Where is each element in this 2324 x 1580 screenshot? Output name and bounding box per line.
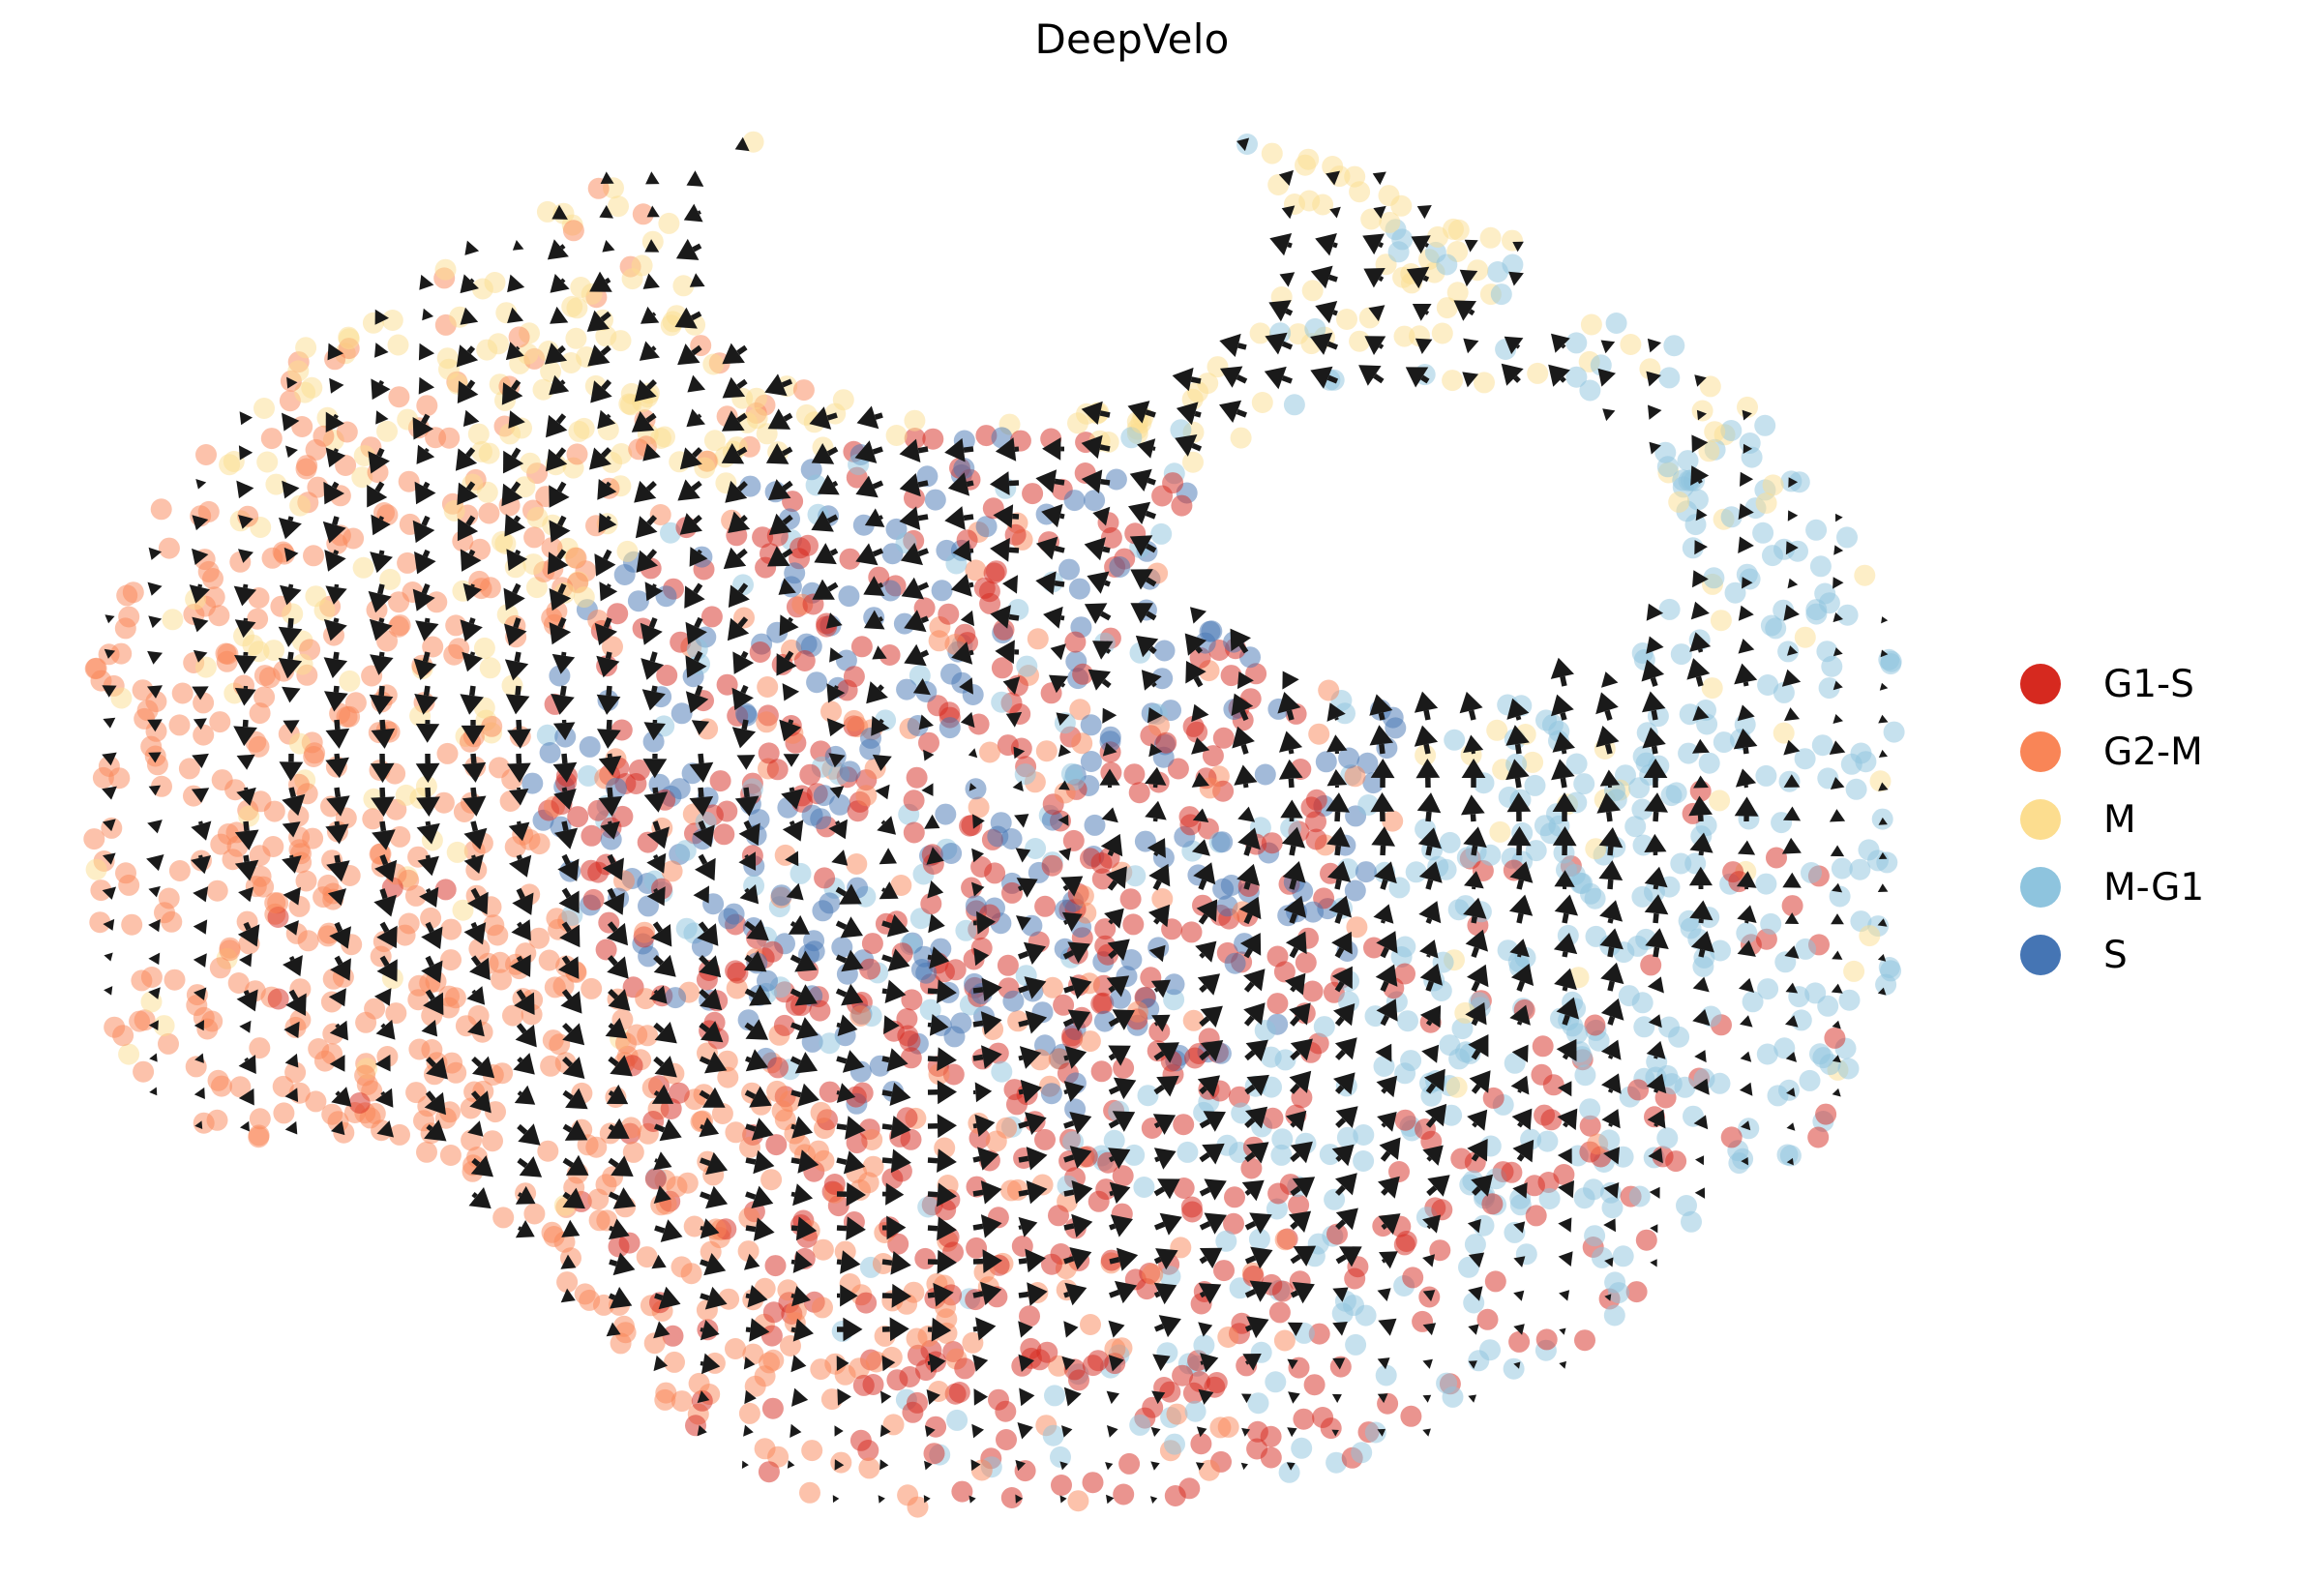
legend-item-g2-m[interactable]: G2-M: [2020, 718, 2310, 786]
page-title: DeepVelo: [1034, 15, 1230, 63]
legend-swatch-icon: [2020, 731, 2061, 772]
legend-item-s[interactable]: S: [2020, 921, 2310, 989]
legend-item-label: S: [2103, 933, 2128, 977]
legend: G1-S G2-M M M-G1 S: [2020, 650, 2310, 989]
legend-swatch-icon: [2020, 799, 2061, 840]
legend-item-m-g1[interactable]: M-G1: [2020, 853, 2310, 921]
legend-item-label: G2-M: [2103, 730, 2203, 774]
legend-swatch-icon: [2020, 664, 2061, 704]
legend-item-label: M: [2103, 797, 2136, 842]
legend-item-label: G1-S: [2103, 662, 2194, 706]
legend-swatch-icon: [2020, 867, 2061, 908]
legend-item-m[interactable]: M: [2020, 786, 2310, 853]
legend-item-g1-s[interactable]: G1-S: [2020, 650, 2310, 718]
legend-item-label: M-G1: [2103, 865, 2205, 909]
legend-swatch-icon: [2020, 935, 2061, 975]
